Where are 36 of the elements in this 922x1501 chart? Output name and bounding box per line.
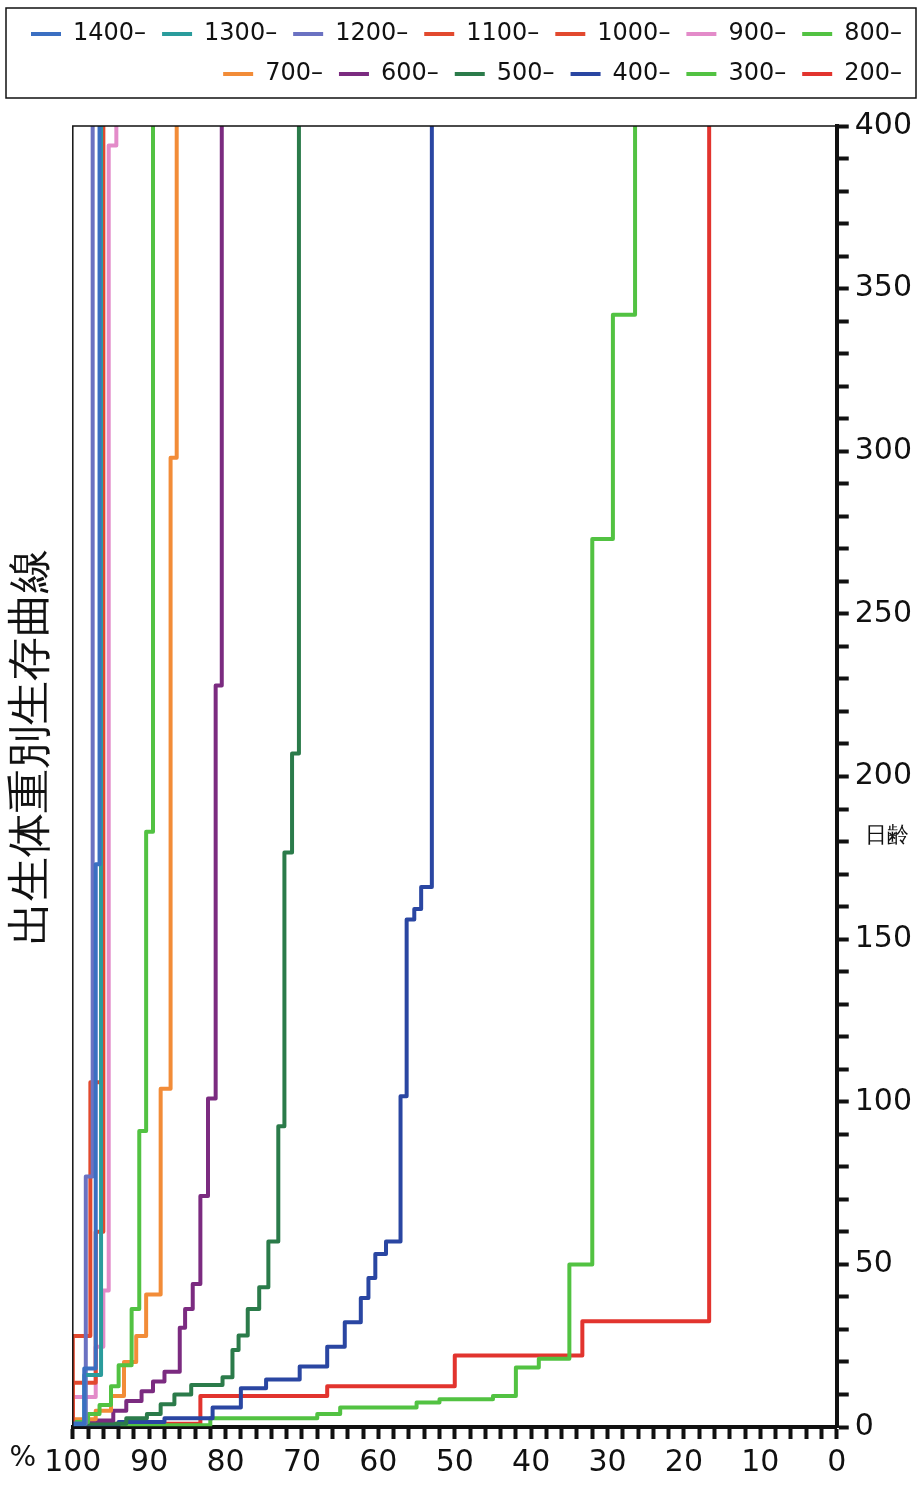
legend-label: 1200– (335, 18, 409, 47)
y-tick-label: 50 (854, 1244, 893, 1280)
legend-label: 400– (612, 58, 671, 87)
x-tick-label: 90 (130, 1442, 169, 1478)
y-tick-label: 150 (854, 918, 912, 954)
legend-label: 1400– (72, 18, 147, 47)
y-tick-label: 400 (854, 105, 912, 141)
x-tick-label: 100 (44, 1442, 102, 1478)
y-tick-label: 200 (854, 756, 912, 792)
y-axis-title: 日齢 (864, 822, 909, 848)
x-axis-title: % (9, 1440, 37, 1474)
y-tick-label: 300 (854, 431, 912, 467)
legend-label: 500– (496, 58, 555, 87)
legend-label: 700– (265, 58, 323, 87)
x-tick-label: 0 (827, 1442, 847, 1478)
y-tick-label: 350 (854, 268, 912, 304)
legend-label: 1300– (204, 18, 278, 47)
x-tick-label: 20 (664, 1442, 704, 1478)
legend-label: 800– (844, 18, 902, 47)
text: 出生体重別生存曲線 (2, 548, 54, 945)
x-tick-label: 30 (588, 1442, 627, 1478)
y-tick-label: 250 (854, 593, 912, 629)
y-tick-label: 100 (854, 1081, 912, 1117)
legend-label: 600– (380, 58, 439, 87)
y-tick-label: 0 (854, 1406, 874, 1442)
legend-label: 900– (728, 18, 787, 47)
x-tick-label: 50 (435, 1442, 474, 1478)
x-tick-label: 60 (359, 1442, 398, 1478)
x-tick-label: 80 (206, 1442, 245, 1478)
legend-label: 300– (728, 58, 787, 87)
x-tick-label: 10 (741, 1442, 780, 1478)
legend-label: 200– (844, 58, 902, 87)
legend-label: 1100– (466, 18, 540, 47)
legend-label: 1000– (597, 18, 671, 47)
x-tick-label: 70 (282, 1442, 322, 1478)
x-tick-label: 40 (512, 1442, 551, 1478)
